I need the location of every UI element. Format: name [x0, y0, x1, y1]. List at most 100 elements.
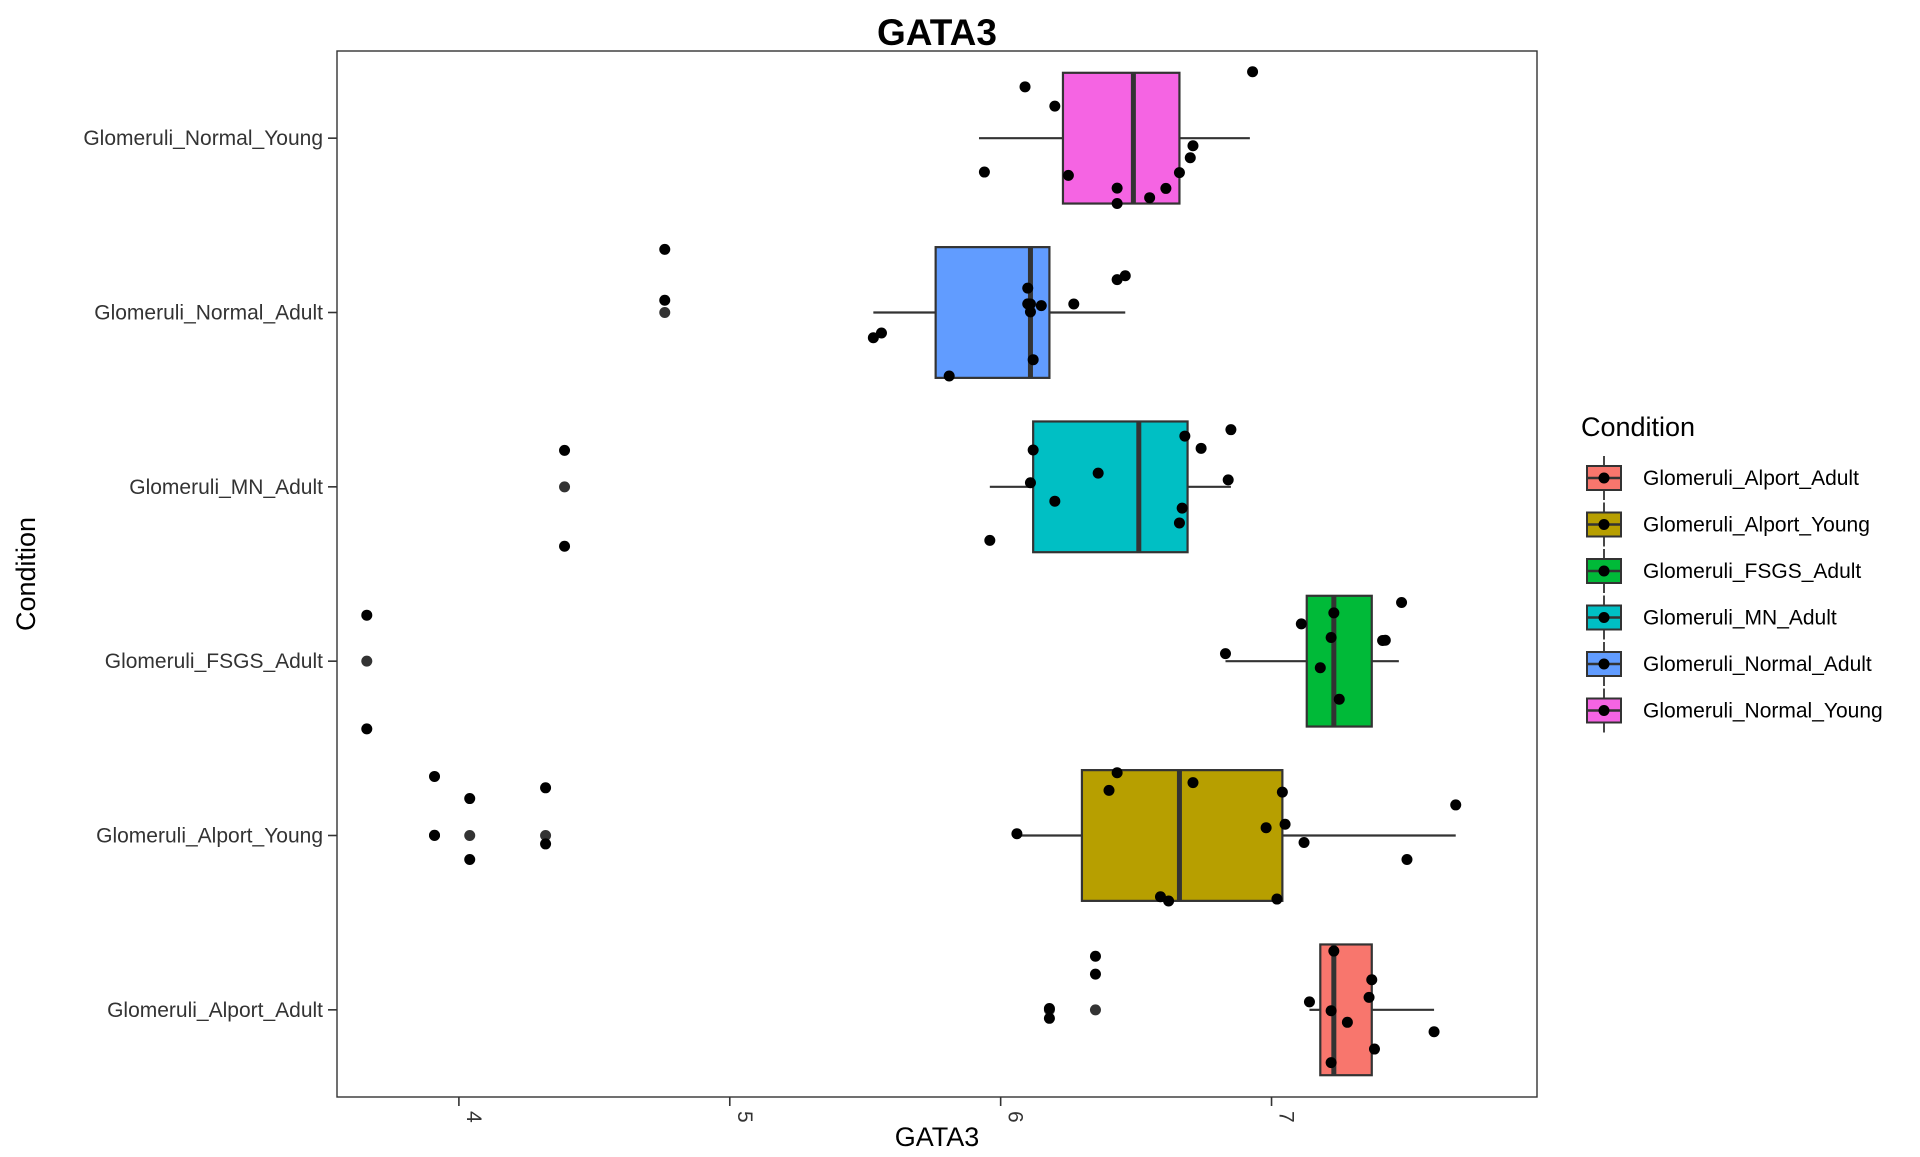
data-point [659, 294, 671, 306]
data-point [1111, 767, 1123, 779]
data-point [1276, 786, 1288, 798]
legend-key-point [1598, 565, 1610, 577]
data-point [875, 327, 887, 339]
data-point [1179, 430, 1191, 442]
data-point [559, 444, 571, 456]
box-glomeruli-fsgs-adult [1225, 594, 1399, 728]
y-tick-label: Glomeruli_Alport_Young [96, 825, 323, 848]
legend-label: Glomeruli_MN_Adult [1643, 607, 1837, 630]
data-point [361, 609, 373, 621]
data-point [361, 723, 373, 735]
y-tick-label: Glomeruli_Normal_Young [83, 127, 323, 150]
box-body-glomeruli-normal-young [1061, 71, 1181, 205]
data-point [1363, 991, 1375, 1003]
data-point [659, 243, 671, 255]
data-point [1154, 891, 1166, 903]
data-point [1160, 182, 1172, 194]
data-point [1144, 192, 1156, 204]
data-point [984, 534, 996, 546]
legend-label: Glomeruli_Alport_Young [1643, 514, 1870, 537]
data-point [1396, 597, 1408, 609]
legend-label: Glomeruli_Normal_Adult [1643, 653, 1872, 676]
data-point [1089, 950, 1101, 962]
outlier-point [540, 830, 552, 841]
legend-key-point [1598, 705, 1610, 716]
legend-label: Glomeruli_Alport_Adult [1643, 467, 1859, 490]
data-point [1173, 517, 1185, 529]
data-point [1295, 618, 1307, 630]
data-point [1219, 648, 1231, 660]
chart-title: GATA3 [877, 12, 997, 53]
data-point [1043, 1012, 1055, 1024]
data-point [1103, 784, 1115, 796]
data-point [429, 770, 441, 782]
x-tick-label: 4 [462, 1111, 485, 1123]
plot-panel-border [336, 50, 1538, 1098]
data-point [1089, 968, 1101, 980]
data-point [1325, 632, 1337, 644]
data-point [559, 540, 571, 552]
legend-item-glomeruli-alport-young: Glomeruli_Alport_Young [1586, 502, 1870, 547]
x-axis-title: GATA3 [895, 1122, 980, 1152]
data-point [1187, 140, 1199, 152]
data-point [464, 853, 476, 865]
data-point [1325, 1057, 1337, 1069]
data-point [1328, 607, 1340, 619]
data-point [429, 829, 441, 841]
data-point [1068, 298, 1080, 310]
data-point [1062, 169, 1074, 181]
legend-label: Glomeruli_FSGS_Adult [1643, 560, 1861, 583]
data-point [1366, 974, 1378, 986]
y-tick-label: Glomeruli_Alport_Adult [107, 999, 323, 1022]
data-point [540, 782, 552, 794]
legend-key-point [1598, 472, 1610, 484]
legend-item-glomeruli-fsgs-adult: Glomeruli_FSGS_Adult [1586, 549, 1861, 593]
legend-item-glomeruli-normal-adult: Glomeruli_Normal_Adult [1586, 642, 1872, 686]
box-glomeruli-mn-adult [989, 420, 1231, 554]
data-point [1401, 853, 1413, 865]
outlier-point [559, 481, 571, 493]
data-point [1279, 818, 1291, 830]
boxes-layer [873, 71, 1456, 1077]
x-axis: 4 5 6 7 [458, 1097, 1298, 1123]
data-point [1428, 1026, 1440, 1038]
x-tick-label: 5 [733, 1111, 756, 1123]
data-point [1328, 945, 1340, 957]
box-body-glomeruli-fsgs-adult [1305, 594, 1373, 728]
data-point [1111, 197, 1123, 209]
data-point [1049, 495, 1061, 507]
data-point [1035, 300, 1047, 312]
data-point [943, 370, 955, 382]
data-point [1024, 298, 1036, 310]
box-body-glomeruli-mn-adult [1032, 420, 1189, 554]
data-point [1027, 444, 1039, 456]
data-point [1187, 777, 1199, 789]
data-point [1111, 182, 1123, 194]
outlier-point [1089, 1004, 1101, 1016]
data-point [1011, 828, 1023, 840]
legend-label: Glomeruli_Normal_Young [1643, 700, 1883, 723]
outlier-point [464, 830, 476, 841]
legend-item-glomeruli-alport-adult: Glomeruli_Alport_Adult [1586, 456, 1859, 500]
legend-key-point [1598, 519, 1610, 530]
box-glomeruli-alport-young [1016, 769, 1456, 902]
data-point [540, 838, 552, 850]
y-tick-label: Glomeruli_FSGS_Adult [105, 650, 323, 673]
data-point [1271, 893, 1283, 905]
legend-item-glomeruli-normal-young: Glomeruli_Normal_Young [1586, 688, 1883, 733]
box-glomeruli-normal-adult [873, 246, 1126, 379]
data-point [1222, 474, 1234, 486]
legend-key-point [1598, 612, 1610, 623]
data-point [1260, 822, 1272, 834]
points-layer [361, 66, 1462, 1069]
data-point [1184, 152, 1196, 164]
y-tick-label: Glomeruli_MN_Adult [129, 476, 323, 499]
legend: Condition Glomeruli_Alport_Adult Glomerul… [1581, 412, 1883, 733]
data-point [1247, 66, 1259, 78]
box-glomeruli-normal-young [978, 71, 1250, 205]
data-point [1450, 799, 1462, 811]
data-point [1024, 306, 1036, 318]
y-axis-title: Condition [11, 517, 41, 631]
